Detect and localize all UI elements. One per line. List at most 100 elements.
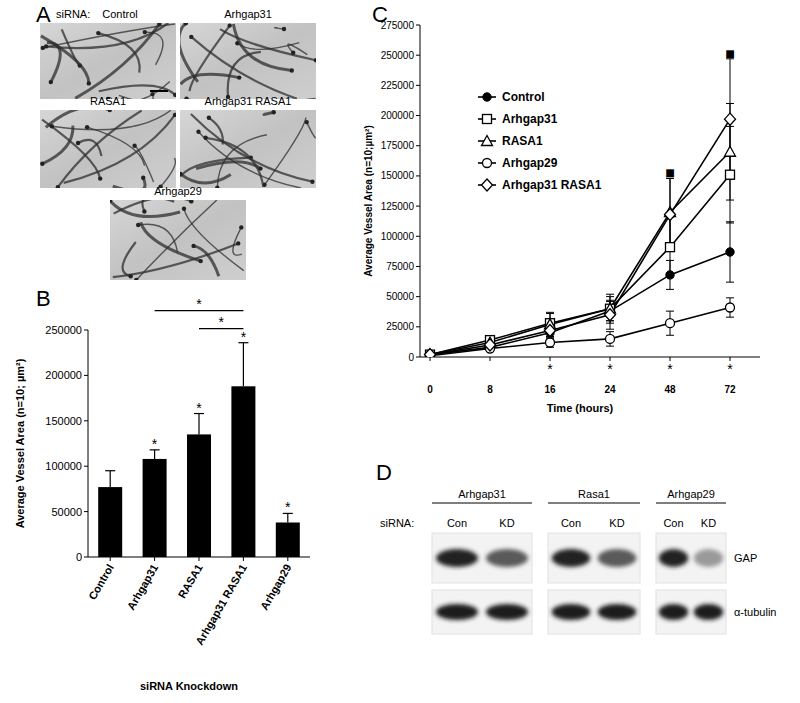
figure: AsiRNA:ControlArhgap31RASA1Arhgap31 RASA…	[0, 0, 800, 703]
blot-band	[598, 549, 637, 567]
y-tick	[416, 55, 420, 56]
error-cap	[606, 346, 614, 347]
micrograph	[180, 110, 316, 188]
image-background	[40, 23, 176, 99]
error-cap	[726, 282, 734, 283]
series-line	[430, 152, 730, 355]
x-axis-label: siRNA Knockdown	[140, 680, 238, 692]
legend-label: Control	[502, 90, 545, 104]
data-point	[666, 319, 675, 328]
cell	[173, 93, 176, 97]
cell	[310, 180, 314, 184]
error-cap	[666, 335, 674, 336]
y-tick	[416, 206, 420, 207]
series-line	[430, 119, 730, 354]
data-point	[605, 309, 616, 321]
cell	[272, 110, 276, 114]
y-tick	[416, 326, 420, 327]
blot-band	[436, 549, 478, 567]
cell	[76, 141, 80, 145]
vessel	[161, 158, 176, 187]
cell	[40, 162, 44, 166]
error-cap	[546, 312, 554, 313]
vessel	[180, 23, 198, 82]
vessel	[123, 242, 136, 276]
vessel	[307, 122, 316, 138]
blot-band	[552, 604, 591, 620]
error-cap	[606, 300, 614, 301]
blot-band	[486, 604, 528, 620]
cell	[189, 200, 193, 204]
legend-label: Arhgap31	[502, 112, 558, 126]
error-stem	[243, 343, 244, 387]
y-tick	[416, 266, 420, 267]
error-cap	[726, 200, 734, 201]
cell	[96, 31, 100, 35]
y-tick-label: 275000	[381, 20, 415, 31]
y-tick	[84, 420, 88, 421]
cell	[49, 80, 53, 84]
error-stem	[198, 414, 199, 435]
cell	[110, 200, 112, 203]
data-point	[606, 334, 615, 343]
x-tick	[110, 557, 111, 561]
significance-star: *	[667, 361, 673, 377]
group-label: Arhgap29	[667, 488, 715, 500]
error-cap	[105, 470, 115, 471]
significance-star: *	[241, 329, 247, 345]
y-tick-label: 225000	[381, 80, 415, 91]
vessel	[41, 36, 89, 84]
data-point	[666, 271, 674, 279]
legend-label: RASA1	[502, 134, 543, 148]
cell	[191, 244, 195, 248]
legend-marker	[482, 179, 493, 191]
error-cap	[606, 331, 614, 332]
blot-band	[659, 549, 688, 567]
significance-star: *	[196, 296, 202, 312]
image-label: Arhgap31 RASA1	[205, 95, 292, 107]
vessel	[141, 222, 201, 261]
cell	[228, 23, 232, 27]
cell	[150, 92, 154, 96]
cell	[184, 96, 188, 99]
legend-label: Arhgap29	[502, 156, 558, 170]
cell	[87, 81, 91, 85]
annotation: ■	[725, 45, 735, 62]
y-tick-label: 0	[76, 551, 82, 563]
cell	[180, 172, 183, 176]
data-point	[545, 324, 556, 336]
legend: ControlArhgap31RASA1Arhgap29Arhgap31 RAS…	[478, 90, 602, 192]
significance-star: *	[196, 400, 202, 416]
x-tick-label: Arhgap31	[125, 562, 161, 612]
y-tick-label: 50000	[51, 506, 82, 518]
cell	[44, 44, 48, 48]
y-tick	[416, 236, 420, 237]
y-tick	[416, 115, 420, 116]
cell	[290, 68, 294, 72]
y-tick-label: 50000	[386, 291, 414, 302]
error-bar	[105, 471, 115, 487]
cell	[173, 113, 176, 117]
lane-label: KD	[499, 517, 514, 529]
data-point	[425, 349, 436, 357]
vessel	[191, 37, 297, 99]
significance-star: *	[547, 361, 553, 377]
micrograph	[180, 23, 316, 99]
x-tick-label: 16	[544, 384, 556, 395]
y-tick	[84, 330, 88, 331]
significance-star: *	[218, 314, 224, 330]
error-cap	[666, 289, 674, 290]
vessel	[181, 74, 240, 84]
vessel	[46, 110, 110, 127]
y-tick-label: 25000	[386, 321, 414, 332]
series-line	[430, 175, 730, 355]
error-cap	[726, 222, 734, 223]
x-tick-label: Arhgap29	[258, 562, 294, 612]
group-underline	[656, 502, 726, 503]
panel-label: D	[376, 460, 392, 485]
cell	[199, 259, 203, 263]
error-bar	[726, 298, 734, 317]
significance-star: *	[152, 436, 158, 452]
cell	[85, 125, 89, 129]
cell	[141, 176, 145, 180]
